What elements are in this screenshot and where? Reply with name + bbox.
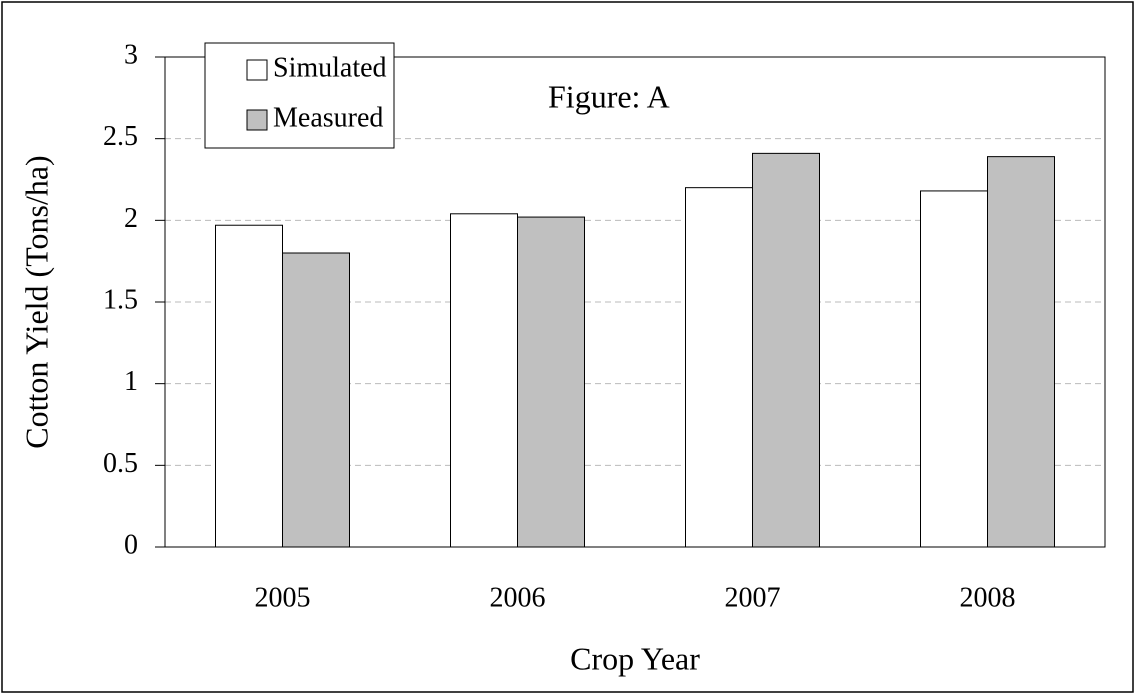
bar (215, 224, 283, 548)
bar (752, 152, 820, 548)
x-axis-title: Crop Year (570, 640, 700, 676)
y-tick-label: 3 (124, 39, 138, 70)
legend-label: Simulated (273, 52, 387, 83)
legend-label: Measured (273, 102, 383, 133)
y-tick-label: 2.5 (103, 121, 138, 152)
bar (450, 213, 518, 548)
x-tick-label: 2006 (490, 582, 546, 613)
plot-frame (164, 56, 1106, 548)
y-tick-label: 2 (124, 203, 138, 234)
bar (685, 187, 753, 548)
x-tick-label: 2008 (960, 582, 1016, 613)
y-tick-label: 0 (124, 529, 138, 560)
x-tick-label: 2005 (255, 582, 311, 613)
bar (517, 216, 585, 548)
y-axis-title: Cotton Yield (Tons/ha) (18, 155, 54, 448)
annotation: Figure: A (548, 78, 670, 114)
bar (987, 156, 1055, 548)
y-tick-label: 1 (124, 366, 138, 397)
bar (920, 190, 988, 548)
bar (282, 252, 350, 548)
legend-swatch (246, 59, 268, 81)
y-tick-label: 0.5 (103, 448, 138, 479)
y-tick-label: 1.5 (103, 284, 138, 315)
x-tick-label: 2007 (725, 582, 781, 613)
legend-swatch (246, 109, 268, 131)
legend-box (204, 42, 395, 149)
